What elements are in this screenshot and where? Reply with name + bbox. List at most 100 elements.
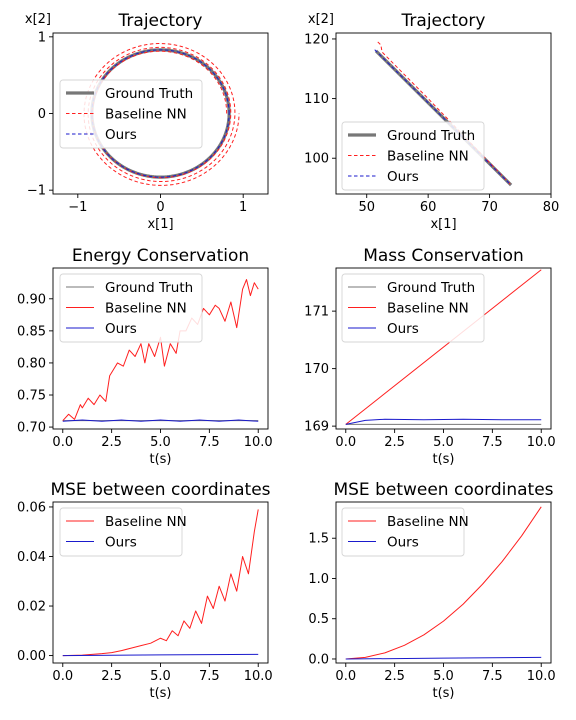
legend-label: Ours [105,535,137,551]
legend-label: Ours [105,127,137,143]
chart-traj_line: Trajectory 50 60 70 80 100 110 120 x[1] x[2] Groun… [304,11,559,232]
y-tick-label: 0 [38,107,46,122]
chart-title: Mass Conservation [363,246,524,266]
chart-title: MSE between coordinates [50,480,270,500]
y-tick-label: 0.90 [17,292,46,307]
x-tick-label: 2.5 [384,435,405,450]
legend-label: Baseline NN [105,107,187,123]
x-tick-label: 2.5 [101,669,122,684]
x-tick-label: 5.0 [150,435,171,450]
legend: Baseline NN Ours [59,507,187,557]
legend-box [341,507,465,557]
y-tick-label: −1 [27,184,46,199]
legend-label: Baseline NN [105,514,187,530]
x-tick-label: 7.5 [482,435,503,450]
plot-area [62,509,259,657]
y-tick-label: 0.04 [17,550,46,565]
chart-mass: Mass Conservation 0.0 2.5 5.0 7.5 10.0 169 170 1… [304,246,556,467]
y-tick-label: 0.5 [308,612,329,627]
x-tick-label: 80 [543,200,560,215]
y-tick-label: 0.80 [17,356,46,371]
y-tick-label: 0.0 [308,652,329,667]
series-line-ours [345,418,542,425]
y-tick-label: 0.02 [17,600,46,615]
y-tick-label: 169 [304,420,329,435]
x-tick-label: 7.5 [199,669,220,684]
y-tick-label: 0.06 [17,500,46,515]
x-axis-label: t(s) [432,686,454,701]
legend-label: Baseline NN [105,301,187,317]
x-tick-label: 2.5 [101,435,122,450]
x-tick-label: 5.0 [433,669,454,684]
series-line-baseline [62,509,259,657]
x-tick-label: 5.0 [433,435,454,450]
legend-label: Ground Truth [105,86,193,102]
series-line-ours [62,419,259,422]
x-tick-label: 50 [358,200,375,215]
series-line-ours [62,653,259,657]
y-tick-label: 0.00 [17,649,46,664]
legend-label: Ours [105,321,137,337]
x-tick-label: 0.0 [335,669,356,684]
y-tick-label: 100 [304,152,329,167]
x-tick-label: −1 [68,200,87,215]
legend-box [59,79,203,149]
chart-energy: Energy Conservation 0.0 2.5 5.0 7.5 10.0 0.70 0… [17,246,273,467]
x-axis-label: t(s) [432,452,454,467]
x-tick-label: 2.5 [384,669,405,684]
legend-box [341,121,485,191]
legend: Ground Truth Baseline NN Ours [341,121,485,191]
plot-area [345,269,542,425]
axes-frame [335,32,552,195]
y-tick-label: 0.70 [17,421,46,436]
x-tick-label: 0.0 [52,435,73,450]
x-tick-label: 0.0 [335,435,356,450]
legend-box [59,507,183,557]
x-tick-label: 10.0 [527,435,556,450]
x-tick-label: 10.0 [527,669,556,684]
legend-label: Baseline NN [387,514,469,530]
plot-area [345,506,542,660]
y-tick-label: 1.5 [308,532,329,547]
y-tick-label: 1.0 [308,572,329,587]
x-tick-label: 0.0 [52,669,73,684]
y-tick-label: 170 [304,362,329,377]
legend: Ground Truth Baseline NN Ours [59,273,203,343]
legend-label: Ours [387,169,419,185]
legend-label: Ground Truth [387,280,475,296]
legend-box [59,273,203,343]
x-tick-label: 10.0 [244,435,273,450]
chart-title: Trajectory [401,11,486,31]
legend-box [341,273,485,343]
legend-label: Ground Truth [387,128,475,144]
legend-label: Ground Truth [105,280,193,296]
chart-traj_circle: Trajectory −1 0 1 −1 0 1 x[1] x[2] Ground Truth Ba… [25,11,269,232]
legend-label: Baseline NN [387,301,469,317]
y-axis-label: x[2] [25,12,51,27]
chart-title: MSE between coordinates [333,480,553,500]
legend-label: Ours [387,321,419,337]
y-tick-label: 110 [304,92,329,107]
series-line-baseline [345,506,542,660]
x-axis-label: x[1] [430,217,456,232]
legend: Baseline NN Ours [341,507,469,557]
x-tick-label: 7.5 [482,669,503,684]
legend: Ground Truth Baseline NN Ours [341,273,485,343]
x-tick-label: 5.0 [150,669,171,684]
x-tick-label: 7.5 [199,435,220,450]
series-line-ours [374,49,512,186]
y-tick-label: 0.85 [17,324,46,339]
chart-mse_right: MSE between coordinates 0.0 2.5 5.0 7.5 10.0 0… [308,480,555,701]
x-axis-label: x[1] [147,217,173,232]
x-axis-label: t(s) [149,686,171,701]
chart-title: Energy Conservation [72,246,249,266]
y-tick-label: 1 [38,30,46,45]
chart-title: Trajectory [118,11,203,31]
x-tick-label: 0 [156,200,164,215]
legend-label: Baseline NN [387,149,469,165]
x-tick-label: 60 [420,200,437,215]
x-axis-label: t(s) [149,452,171,467]
y-axis-label: x[2] [308,12,334,27]
series-line-ours [345,656,542,660]
